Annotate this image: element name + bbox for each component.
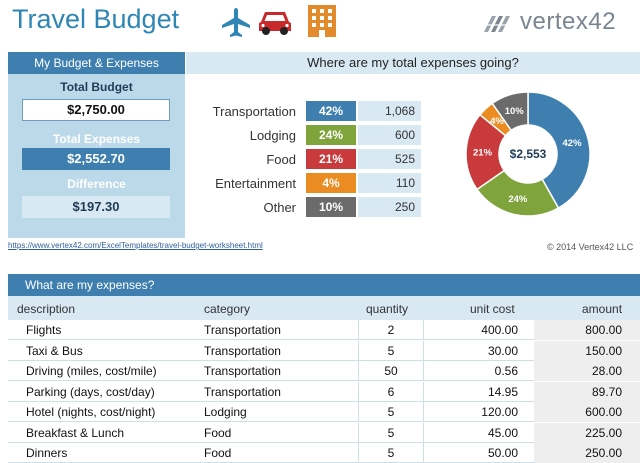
col-header-category: category	[204, 302, 251, 316]
cell-unit-cost[interactable]: 30.00	[487, 344, 518, 358]
summary-pct-transportation: 42%	[306, 101, 356, 121]
copyright-text: © 2014 Vertex42 LLC	[547, 242, 634, 252]
col-header-quantity: quantity	[366, 302, 409, 316]
total-budget-input[interactable]: $2,750.00	[22, 99, 170, 121]
cell-category[interactable]: Lodging	[204, 405, 247, 419]
cell-amount: 250.00	[585, 446, 622, 460]
donut-label-entertainment: 4%	[490, 116, 504, 127]
cell-unit-cost[interactable]: 0.56	[494, 364, 518, 378]
vertex42-logo-icon	[482, 15, 516, 32]
budget-panel-title: My Budget & Expenses	[8, 52, 185, 74]
expenses-section-title: What are my expenses?	[8, 274, 640, 296]
cell-amount: 225.00	[585, 426, 622, 440]
cell-amount: 150.00	[585, 344, 622, 358]
summary-value-food: 525	[358, 149, 421, 169]
cell-quantity[interactable]: 6	[358, 382, 424, 402]
building-icon	[308, 5, 336, 37]
summary-value-other: 250	[358, 197, 421, 217]
brand-logo: vertex42	[482, 8, 616, 36]
summary-pct-food: 21%	[306, 149, 356, 169]
cell-description[interactable]: Parking (days, cost/day)	[26, 385, 155, 399]
table-row	[8, 341, 640, 361]
cell-quantity[interactable]: 5	[358, 402, 424, 422]
cell-amount: 600.00	[585, 405, 622, 419]
table-row	[8, 382, 640, 402]
cell-quantity[interactable]: 5	[358, 341, 424, 361]
donut-center-label: $2,553	[510, 147, 547, 161]
donut-slice-transportation	[527, 91, 591, 210]
cell-quantity[interactable]: 5	[358, 443, 424, 463]
amount-cell-bg	[534, 382, 640, 402]
cell-quantity[interactable]: 50	[358, 361, 424, 381]
cell-description[interactable]: Driving (miles, cost/mile)	[26, 364, 157, 378]
amount-cell-bg	[534, 341, 640, 361]
donut-label-other: 10%	[505, 106, 525, 117]
cell-unit-cost[interactable]: 120.00	[481, 405, 518, 419]
cell-unit-cost[interactable]: 50.00	[487, 446, 518, 460]
donut-label-transportation: 42%	[563, 138, 583, 149]
amount-cell-bg	[534, 423, 640, 443]
cell-quantity[interactable]: 2	[358, 320, 424, 340]
template-link[interactable]: https://www.vertex42.com/ExcelTemplates/…	[8, 241, 263, 250]
cell-description[interactable]: Taxi & Bus	[26, 344, 83, 358]
cell-category[interactable]: Food	[204, 426, 232, 440]
cell-unit-cost[interactable]: 45.00	[487, 426, 518, 440]
cell-quantity[interactable]: 5	[358, 423, 424, 443]
summary-label-food: Food	[266, 152, 296, 167]
cell-category[interactable]: Transportation	[204, 364, 281, 378]
cell-amount: 800.00	[585, 323, 622, 337]
airplane-icon	[222, 8, 250, 37]
amount-cell-bg	[534, 361, 640, 381]
summary-value-lodging: 600	[358, 125, 421, 145]
amount-cell-bg	[534, 320, 640, 340]
summary-value-entertainment: 110	[358, 173, 421, 193]
cell-category[interactable]: Food	[204, 446, 232, 460]
summary-label-other: Other	[263, 200, 296, 215]
difference-label: Difference	[67, 177, 126, 191]
col-header-description: description	[17, 302, 76, 316]
summary-label-lodging: Lodging	[249, 128, 296, 143]
cell-category[interactable]: Transportation	[204, 385, 281, 399]
cell-description[interactable]: Hotel (nights, cost/night)	[26, 405, 156, 419]
cell-category[interactable]: Transportation	[204, 344, 281, 358]
car-icon	[259, 12, 291, 35]
total-expenses-label: Total Expenses	[52, 132, 141, 146]
amount-cell-bg	[534, 443, 640, 463]
cell-description[interactable]: Flights	[26, 323, 62, 337]
summary-title: Where are my total expenses going?	[186, 52, 640, 74]
table-row	[8, 320, 640, 340]
page-title: Travel Budget	[12, 4, 180, 34]
cell-category[interactable]: Transportation	[204, 323, 281, 337]
summary-label-transportation: Transportation	[212, 104, 296, 119]
expenses-table-header	[8, 296, 640, 320]
donut-label-food: 21%	[473, 148, 493, 159]
cell-amount: 89.70	[591, 385, 622, 399]
summary-pct-entertainment: 4%	[306, 173, 356, 193]
cell-unit-cost[interactable]: 14.95	[487, 385, 518, 399]
summary-pct-lodging: 24%	[306, 125, 356, 145]
total-expenses-value: $2,552.70	[22, 148, 170, 170]
table-row	[8, 361, 640, 381]
col-header-unit-cost: unit cost	[470, 302, 515, 316]
col-header-amount: amount	[582, 302, 623, 316]
summary-pct-other: 10%	[306, 197, 356, 217]
brand-name: vertex42	[520, 8, 617, 35]
cell-unit-cost[interactable]: 400.00	[481, 323, 518, 337]
total-budget-label: Total Budget	[60, 80, 133, 94]
donut-label-lodging: 24%	[508, 194, 528, 205]
donut-slice-other	[491, 91, 529, 132]
expense-donut-chart: 42% 24% 21% 4%10% $2,553	[465, 91, 591, 217]
table-row	[8, 402, 640, 422]
amount-cell-bg	[534, 402, 640, 422]
table-row	[8, 423, 640, 443]
difference-value: $197.30	[22, 196, 170, 218]
summary-value-transportation: 1,068	[358, 101, 421, 121]
summary-label-entertainment: Entertainment	[215, 176, 296, 191]
cell-amount: 28.00	[591, 364, 622, 378]
cell-description[interactable]: Breakfast & Lunch	[26, 426, 125, 440]
cell-description[interactable]: Dinners	[26, 446, 68, 460]
